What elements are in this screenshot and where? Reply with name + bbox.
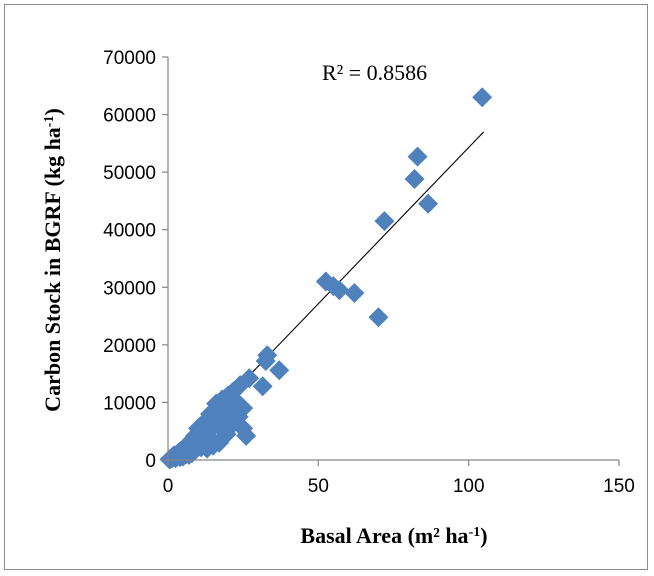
x-ticks: 0 50 100 150: [163, 460, 635, 497]
y-tick-label: 20000: [103, 336, 156, 357]
y-tick-label: 0: [145, 451, 156, 472]
data-point: [472, 87, 493, 108]
data-point: [329, 280, 350, 301]
data-point: [206, 414, 227, 435]
r-squared-annotation: R² = 0.8586: [322, 60, 427, 85]
data-point: [222, 382, 243, 403]
x-axis-title-main: Basal Area (m² ha: [300, 523, 468, 548]
data-point: [269, 360, 290, 381]
y-axis-title-sup: -1: [42, 116, 57, 128]
x-tick-label: 0: [163, 476, 174, 497]
x-axis-title: Basal Area (m² ha-1): [300, 523, 487, 548]
x-axis-title-end: ): [480, 523, 487, 548]
points-layer: [159, 87, 493, 470]
data-point: [236, 425, 257, 446]
data-point: [404, 169, 425, 190]
data-point: [255, 350, 276, 371]
x-tick-label: 100: [453, 476, 485, 497]
y-ticks: 0 10000 20000 30000 40000 50000 60000 70000: [103, 48, 168, 472]
y-tick-label: 60000: [103, 106, 156, 127]
y-axis-title-main: Carbon Stock in BGRF (kg ha: [40, 127, 65, 412]
data-point: [407, 146, 428, 167]
y-tick-label: 70000: [103, 48, 156, 69]
x-tick-label: 50: [308, 476, 329, 497]
y-tick-label: 10000: [103, 393, 156, 414]
y-tick-label: 30000: [103, 278, 156, 299]
data-point: [418, 193, 439, 214]
data-point: [203, 435, 224, 456]
y-tick-label: 50000: [103, 163, 156, 184]
data-point: [368, 307, 389, 328]
y-tick-label: 40000: [103, 221, 156, 242]
y-axis-title: Carbon Stock in BGRF (kg ha-1): [40, 108, 65, 412]
y-axis-title-end: ): [40, 108, 65, 115]
data-point: [344, 283, 365, 304]
x-tick-label: 150: [603, 476, 635, 497]
data-point: [374, 211, 395, 232]
data-point: [252, 376, 273, 397]
x-axis-title-sup: -1: [469, 525, 481, 540]
